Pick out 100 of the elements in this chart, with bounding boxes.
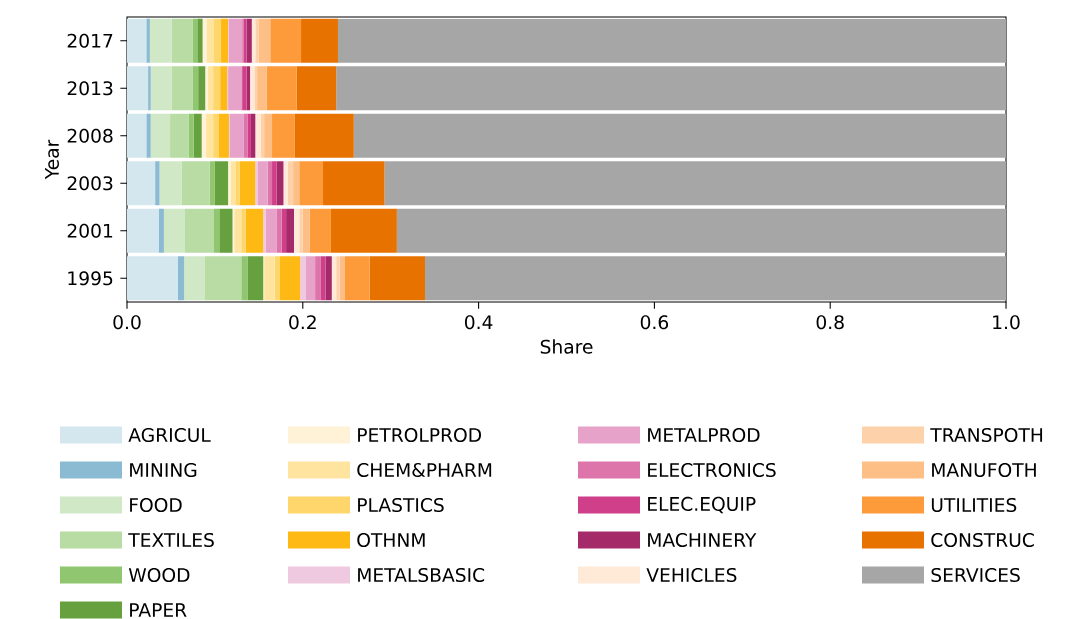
bar <box>424 256 1007 301</box>
y-tick-label: 2013 <box>67 81 113 96</box>
bar <box>330 208 397 253</box>
legend-label: METALPROD <box>648 427 760 443</box>
y-tick-label: 2003 <box>67 176 113 191</box>
bar <box>302 208 310 253</box>
bar <box>146 113 151 158</box>
bar <box>296 66 337 111</box>
bar <box>247 113 251 158</box>
bar <box>202 18 207 63</box>
bar <box>294 113 354 158</box>
bar <box>170 113 189 158</box>
legend-label: METALSBASIC <box>358 567 485 583</box>
bar <box>315 256 321 301</box>
bar <box>258 18 271 63</box>
bar <box>150 113 171 158</box>
x-tick-label: 1.0 <box>993 315 1020 330</box>
legend-label: PAPER <box>130 603 187 617</box>
bar <box>305 256 316 301</box>
bar <box>146 18 150 63</box>
bar <box>265 208 277 253</box>
y-tick-label: 2017 <box>67 33 113 48</box>
bar <box>181 161 210 206</box>
bar <box>192 18 198 63</box>
bar <box>204 256 242 301</box>
bar <box>264 113 273 158</box>
bar <box>246 18 252 63</box>
x-tick-label: 0.6 <box>640 315 669 330</box>
bar <box>384 161 1007 206</box>
bar <box>255 161 258 206</box>
bar <box>219 208 233 253</box>
bar <box>229 113 244 158</box>
bar <box>214 208 220 253</box>
legend-label: TEXTILES <box>128 532 214 548</box>
bar <box>336 256 340 301</box>
x-tick-label: 0.4 <box>464 315 493 330</box>
legend-label: PETROLPROD <box>358 427 481 443</box>
legend-label: AGRICUL <box>128 427 211 443</box>
bar <box>320 256 326 301</box>
bar <box>396 208 1007 253</box>
legend-label: ELEC.EQUIP <box>648 496 756 514</box>
bar <box>339 256 345 301</box>
bar <box>159 161 182 206</box>
bar <box>209 161 215 206</box>
bar <box>234 208 242 253</box>
x-tick-label: 0.0 <box>113 315 141 330</box>
bar <box>185 208 215 253</box>
y-axis-title: Year <box>45 139 59 180</box>
legend-label: FOOD <box>130 497 182 513</box>
bar <box>149 18 172 63</box>
legend-label: PLASTICS <box>358 497 444 513</box>
bar <box>325 256 332 301</box>
bar <box>287 161 294 206</box>
bar <box>309 208 331 253</box>
bar <box>228 161 231 206</box>
bar <box>299 208 303 253</box>
bar <box>193 113 202 158</box>
bar <box>236 161 240 206</box>
legend-label: MANUFOTH <box>932 462 1036 478</box>
bar <box>228 18 243 63</box>
legend-label: CONSTRUC <box>931 532 1034 548</box>
bar <box>279 256 301 301</box>
bar <box>163 208 186 253</box>
bar <box>274 256 280 301</box>
bar <box>242 66 247 111</box>
bar <box>177 256 185 301</box>
bar <box>127 113 147 158</box>
bar <box>207 66 214 111</box>
bar <box>247 256 264 301</box>
bar <box>206 18 215 63</box>
bar <box>221 18 229 63</box>
bar <box>127 18 147 63</box>
y-tick-label: 1995 <box>68 271 113 286</box>
legend-label: WOOD <box>128 567 190 583</box>
bar <box>336 66 1007 111</box>
bar <box>294 208 300 253</box>
bar <box>184 256 205 301</box>
bar <box>192 66 199 111</box>
legend-label: OTHNM <box>357 532 425 548</box>
bar <box>331 256 337 301</box>
bar <box>220 66 228 111</box>
bar <box>127 66 149 111</box>
x-tick-label: 0.8 <box>816 315 844 330</box>
y-tick-label: 2008 <box>67 128 113 143</box>
bar <box>155 161 160 206</box>
bar <box>257 161 268 206</box>
y-tick-label: 2001 <box>67 223 113 238</box>
bar <box>254 66 258 111</box>
bar <box>228 66 242 111</box>
bar <box>127 256 178 301</box>
x-axis-title: Share <box>540 339 593 354</box>
bar <box>206 113 214 158</box>
bar <box>267 161 273 206</box>
legend-label: VEHICLES <box>646 567 737 583</box>
bar <box>241 256 248 301</box>
bar <box>369 256 425 301</box>
bar <box>272 161 277 206</box>
bar <box>301 18 338 63</box>
legend-label: TRANSPOTH <box>930 427 1043 443</box>
bar <box>148 66 151 111</box>
